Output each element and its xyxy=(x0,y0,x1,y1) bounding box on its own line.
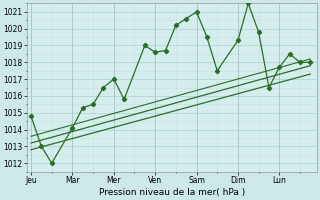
X-axis label: Pression niveau de la mer( hPa ): Pression niveau de la mer( hPa ) xyxy=(99,188,245,197)
